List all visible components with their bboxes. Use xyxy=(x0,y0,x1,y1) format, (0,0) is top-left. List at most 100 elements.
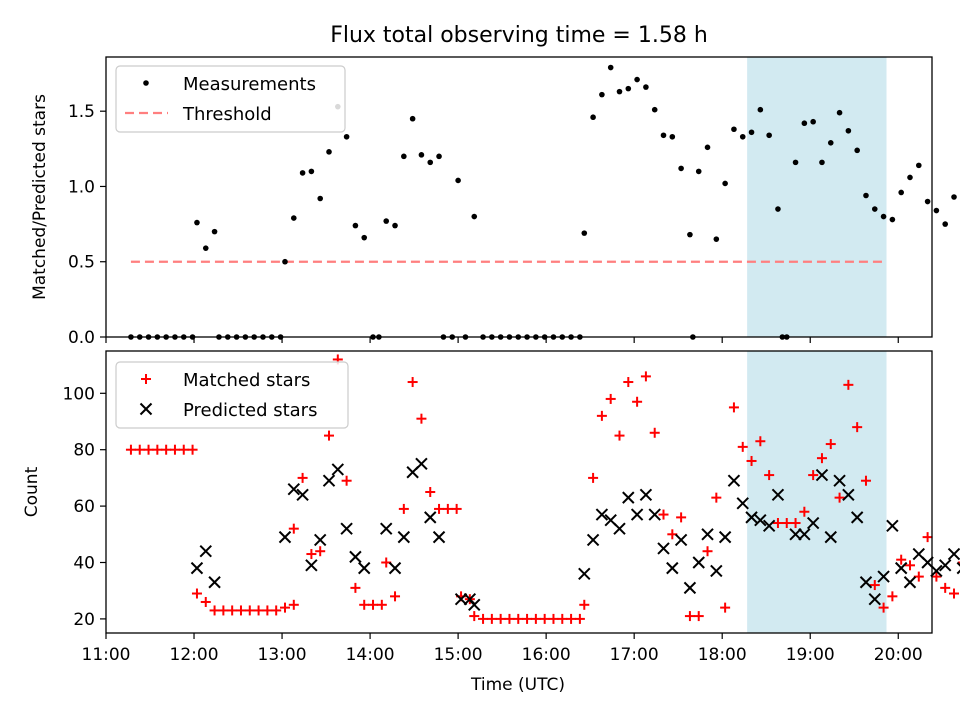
observing-window-shade-bottom xyxy=(747,351,887,633)
legend-measurements-label: Measurements xyxy=(183,74,316,95)
measurement-point xyxy=(625,85,632,92)
measurement-point xyxy=(801,120,808,127)
legend-predicted-label: Predicted stars xyxy=(183,400,317,421)
predicted-point-b xyxy=(718,530,732,544)
predicted-point xyxy=(349,550,362,564)
y-tick-label: 80 xyxy=(73,441,95,461)
measurement-point xyxy=(643,84,649,90)
predicted-point-b xyxy=(468,598,481,612)
predicted-point-b xyxy=(639,488,653,502)
matched-point xyxy=(781,518,792,529)
matched-point xyxy=(737,441,748,452)
matched-point xyxy=(557,613,568,624)
measurement-point xyxy=(713,236,720,242)
matched-point xyxy=(187,444,198,455)
matched-point xyxy=(922,532,933,543)
measurement-point xyxy=(343,133,350,140)
predicted-point xyxy=(340,522,353,535)
bottom-y-axis-label: Count xyxy=(22,466,42,517)
x-tick-label: 15:00 xyxy=(434,645,483,665)
matched-point xyxy=(271,605,282,616)
measurement-point xyxy=(581,230,588,236)
predicted-point-b xyxy=(824,530,837,544)
measurement-point xyxy=(915,162,922,169)
measurement-point xyxy=(383,218,390,224)
measurement-point xyxy=(471,213,478,220)
matched-point xyxy=(649,427,660,438)
matched-point xyxy=(200,596,211,607)
matched-point xyxy=(574,613,585,624)
top-legend-box xyxy=(115,65,346,133)
x-tick-label: 20:00 xyxy=(874,645,923,665)
measurement-point xyxy=(748,129,755,136)
predicted-point-b xyxy=(692,556,705,569)
measurement-point xyxy=(924,198,931,205)
matched-point xyxy=(178,444,189,455)
measurement-point xyxy=(704,144,711,151)
matched-point xyxy=(469,611,480,622)
predicted-point xyxy=(639,488,653,502)
matched-point xyxy=(324,430,335,441)
predicted-point xyxy=(331,463,345,476)
legend-matched-marker xyxy=(141,374,151,384)
predicted-point xyxy=(789,528,802,541)
measurement-point xyxy=(599,91,605,98)
matched-point xyxy=(306,549,317,560)
measurement-point xyxy=(942,221,949,227)
matched-point xyxy=(878,602,889,613)
y-tick-label: 60 xyxy=(73,497,95,517)
measurement-point xyxy=(290,215,297,221)
bottom-panel-frame xyxy=(105,350,933,634)
matched-point xyxy=(522,613,533,624)
observing-window-shade xyxy=(747,57,887,337)
measurement-point xyxy=(757,106,764,113)
matched-point xyxy=(623,377,634,388)
predicted-point xyxy=(454,592,468,606)
predicted-point xyxy=(595,508,609,521)
predicted-point xyxy=(578,567,591,580)
matched-point xyxy=(693,611,704,622)
predicted-point-b xyxy=(859,576,873,589)
matched-point xyxy=(711,492,722,503)
predicted-point-b xyxy=(648,508,661,521)
matched-point xyxy=(152,444,163,455)
y-tick-label: 20 xyxy=(73,610,95,630)
predicted-point xyxy=(287,482,301,496)
matched-point xyxy=(209,605,220,616)
measurement-point xyxy=(455,177,461,184)
predicted-point xyxy=(727,474,741,487)
y-tick-label: 40 xyxy=(73,554,95,574)
matched-point xyxy=(262,605,273,616)
legend-cross-b xyxy=(139,402,153,416)
matched-point xyxy=(530,613,541,624)
predicted-point-b xyxy=(727,474,741,487)
predicted-point-b xyxy=(683,581,697,595)
predicted-point xyxy=(296,488,309,502)
measurement-point xyxy=(889,216,896,223)
predicted-point xyxy=(956,561,960,575)
predicted-point xyxy=(613,522,626,535)
predicted-point xyxy=(947,547,960,561)
matched-point xyxy=(702,546,713,557)
predicted-point-b xyxy=(586,533,600,547)
predicted-point-b xyxy=(710,564,723,578)
predicted-point xyxy=(692,556,705,569)
predicted-point-b xyxy=(701,528,714,541)
predicted-point xyxy=(745,511,758,524)
matched-point xyxy=(434,503,445,514)
predicted-point-b xyxy=(674,533,688,547)
measurement-point xyxy=(792,159,799,166)
legend-threshold-label: Threshold xyxy=(182,104,272,125)
matched-point xyxy=(860,475,871,486)
measurement-point xyxy=(880,213,887,220)
predicted-point-b xyxy=(833,474,846,487)
matched-point xyxy=(808,470,819,481)
predicted-point xyxy=(388,561,402,575)
matched-point xyxy=(896,554,907,565)
predicted-point xyxy=(432,530,446,544)
predicted-point-b xyxy=(630,508,644,521)
measurement-point xyxy=(845,127,852,134)
predicted-point xyxy=(754,513,767,527)
x-tick-label: 16:00 xyxy=(522,645,571,665)
